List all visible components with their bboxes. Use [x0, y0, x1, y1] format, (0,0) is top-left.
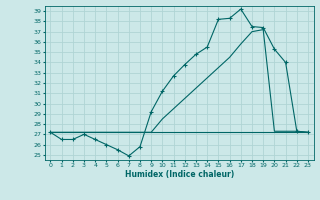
- X-axis label: Humidex (Indice chaleur): Humidex (Indice chaleur): [124, 170, 234, 179]
